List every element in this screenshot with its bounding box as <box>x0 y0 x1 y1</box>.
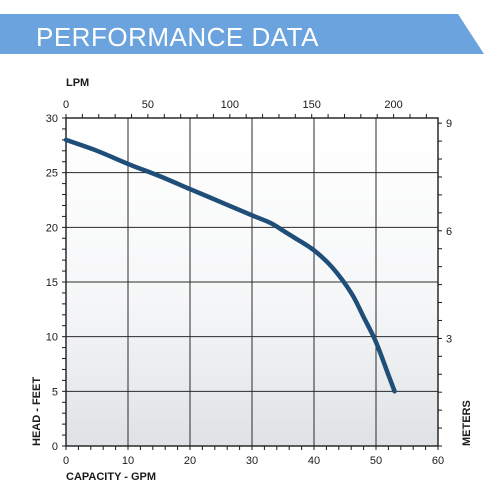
x2-tick-label: 150 <box>303 99 321 111</box>
y-tick-label: 0 <box>52 441 58 453</box>
x-tick-label: 50 <box>370 455 382 467</box>
y2-tick-label: 9 <box>446 118 452 130</box>
banner-title: PERFORMANCE DATA <box>36 22 319 52</box>
y-tick-label: 10 <box>46 332 58 344</box>
x-tick-label: 30 <box>246 455 258 467</box>
y2-tick-label: 6 <box>446 226 452 238</box>
banner-shape <box>0 14 484 54</box>
x-tick-label: 40 <box>308 455 320 467</box>
y-tick-label: 5 <box>52 386 58 398</box>
y2-tick-label: 3 <box>446 333 452 345</box>
x2-axis-title: LPM <box>66 77 89 89</box>
x-tick-label: 0 <box>63 455 69 467</box>
x2-tick-label: 200 <box>384 99 402 111</box>
x-tick-label: 60 <box>432 455 444 467</box>
x-tick-label: 10 <box>122 455 134 467</box>
y-tick-label: 15 <box>46 277 58 289</box>
x-axis-title: CAPACITY - GPM <box>66 471 156 483</box>
y2-axis-title: METERS <box>461 400 473 446</box>
x2-tick-label: 50 <box>142 99 154 111</box>
banner <box>0 14 484 54</box>
x-tick-label: 20 <box>184 455 196 467</box>
y-tick-label: 20 <box>46 222 58 234</box>
y-axis-title: HEAD - FEET <box>31 377 43 446</box>
y-tick-label: 25 <box>46 168 58 180</box>
x2-tick-label: 0 <box>63 99 69 111</box>
performance-curve <box>63 137 397 394</box>
x2-tick-label: 100 <box>221 99 239 111</box>
y-tick-label: 30 <box>46 113 58 125</box>
